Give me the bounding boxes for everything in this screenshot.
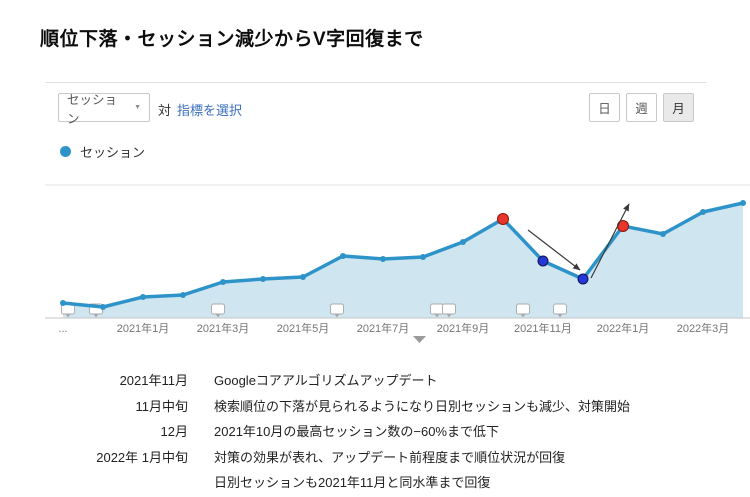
data-point-dot[interactable]	[660, 231, 666, 237]
note-date: 2022年 1月中旬	[96, 449, 188, 465]
x-tick-label: 2021年7月	[357, 321, 410, 335]
annotations-toggle-icon[interactable]	[413, 336, 426, 343]
marker-red-dot[interactable]	[497, 213, 509, 225]
data-point-dot[interactable]	[740, 200, 746, 206]
note-desc: 対策の効果が表れ、アップデート前程度まで順位状況が回復	[214, 449, 566, 465]
note-row: 11月中旬 検索順位の下落が見られるようになり日別セッションも減少、対策開始	[40, 394, 631, 420]
data-point-dot[interactable]	[60, 300, 66, 306]
trend-arrow	[527, 229, 581, 271]
data-point-dot[interactable]	[140, 294, 146, 300]
data-point-dot[interactable]	[380, 256, 386, 262]
chevron-down-icon: ▼	[134, 104, 141, 111]
x-tick-label: 2021年3月	[197, 321, 250, 335]
chart-area	[63, 203, 743, 318]
metric-selector-label: セッション	[67, 92, 118, 126]
x-tick-label: 2021年11月	[514, 321, 572, 335]
annotation-flag-pointer	[520, 314, 526, 318]
note-date: 11月中旬	[135, 398, 189, 414]
note-row: 日別セッションも2021年11月と同水準まで回復	[40, 470, 630, 496]
note-desc: 日別セッションも2021年11月と同水準まで回復	[214, 475, 491, 490]
chart-line	[61, 201, 745, 309]
data-point-dot[interactable]	[300, 274, 306, 280]
x-tick-label: 2021年1月	[117, 321, 170, 335]
panel-divider	[45, 82, 707, 83]
annotation-flag-pointer	[93, 314, 99, 318]
data-point-dot[interactable]	[180, 292, 186, 298]
annotation-flag-icon[interactable]	[442, 303, 456, 315]
note-desc: Googleコアアルゴリズムアップデート	[214, 373, 438, 388]
note-date	[40, 470, 188, 496]
vs-label: 対	[158, 103, 172, 118]
note-desc: 2021年10月の最高セッション数の−60%まで低下	[214, 424, 499, 439]
x-tick-label: 2021年9月	[437, 321, 490, 335]
annotation-flag-icon[interactable]	[330, 303, 344, 315]
data-point-dot[interactable]	[460, 239, 466, 245]
annotation-flag-pointer	[65, 314, 71, 318]
annotation-flag-pointer	[446, 314, 452, 318]
note-date: 2021年11月	[119, 373, 188, 388]
annotation-flag-pointer	[434, 314, 440, 318]
annotation-flag-icon[interactable]	[430, 303, 444, 315]
x-tick-label: ...	[58, 323, 67, 335]
annotation-flag-pointer	[334, 314, 340, 318]
note-row: 2021年11月 Googleコアアルゴリズムアップデート	[40, 368, 630, 394]
marker-blue-dot[interactable]	[537, 255, 549, 267]
data-point-dot[interactable]	[260, 276, 266, 282]
data-point-dot[interactable]	[700, 209, 706, 215]
annotation-flag-pointer	[215, 314, 221, 318]
data-point-dot[interactable]	[340, 253, 346, 259]
note-desc: 検索順位の下落が見られるようになり日別セッションも減少、対策開始	[214, 398, 631, 414]
note-date: 12月	[160, 424, 188, 439]
x-tick-label: 2022年1月	[597, 321, 650, 335]
week-button[interactable]: 週	[626, 93, 657, 122]
data-point-dot[interactable]	[100, 304, 106, 310]
annotation-flag-icon[interactable]	[516, 303, 530, 315]
month-button[interactable]: 月	[663, 93, 694, 122]
x-tick-label: 2021年5月	[277, 321, 330, 335]
series-dot-icon	[60, 146, 71, 157]
annotation-flag-icon[interactable]	[211, 303, 225, 315]
sessions-chart[interactable]: ... 2021年1月 2021年3月 2021年5月 2021年7月 2021年9月 20…	[0, 178, 750, 353]
day-button[interactable]: 日	[589, 93, 620, 122]
x-tick-label: 2022年3月	[677, 321, 730, 335]
granularity-toggle: 日 週 月	[589, 93, 694, 122]
notes-table: 2021年11月 Googleコアアルゴリズムアップデート 11月中旬 検索順位の下落…	[40, 368, 630, 496]
marker-blue-dot[interactable]	[577, 273, 589, 285]
chart-legend: セッション	[60, 142, 145, 161]
note-row: 2022年 1月中旬 対策の効果が表れ、アップデート前程度まで順位状況が回復	[40, 445, 630, 471]
annotation-flag-pointer	[557, 314, 563, 318]
series-label: セッション	[80, 145, 146, 160]
note-row: 12月 2021年10月の最高セッション数の−60%まで低下	[40, 419, 630, 445]
metric-selector-dropdown[interactable]: セッション ▼	[58, 93, 150, 126]
page-title: 順位下落・セッション減少からV字回復まで	[40, 29, 424, 50]
trend-arrow	[590, 203, 630, 279]
select-metric-link[interactable]: 指標を選択	[177, 103, 243, 118]
data-point-dot[interactable]	[220, 279, 226, 285]
data-point-dot[interactable]	[420, 254, 426, 260]
annotation-flag-icon[interactable]	[553, 303, 567, 315]
